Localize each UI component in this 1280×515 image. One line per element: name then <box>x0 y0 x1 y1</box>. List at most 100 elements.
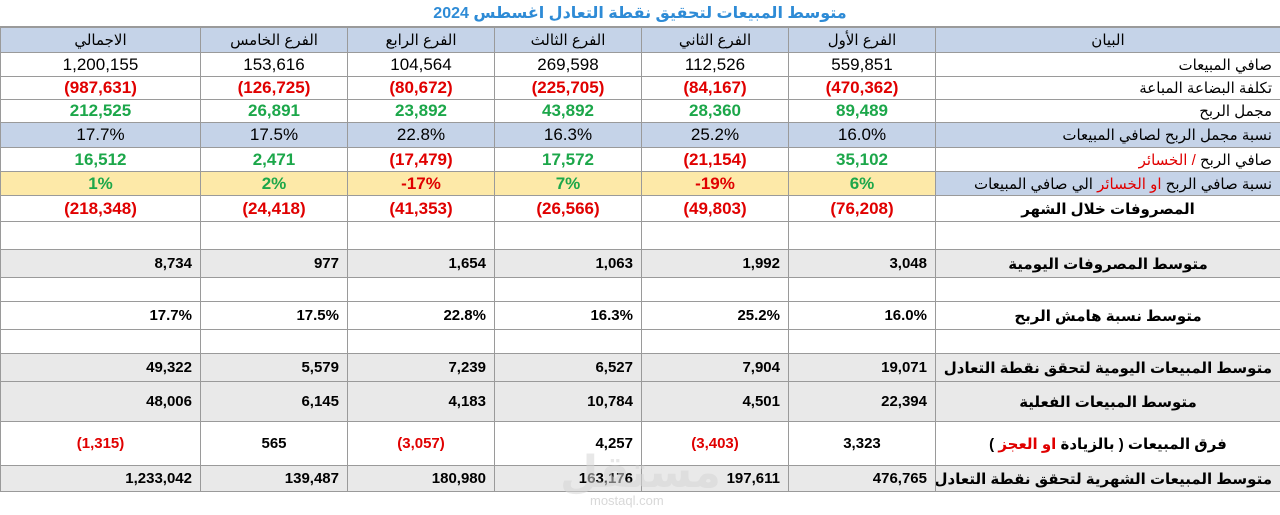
cell-total[interactable]: 212,525 <box>0 99 201 123</box>
cell-total[interactable]: 8,734 <box>0 249 201 278</box>
cell-total[interactable]: (987,631) <box>0 76 201 100</box>
cell-branch-1[interactable]: 3,323 <box>788 421 936 466</box>
cell-branch-5[interactable]: 565 <box>200 421 348 466</box>
cell-branch-3[interactable]: 6,527 <box>494 353 642 382</box>
cell-branch-1[interactable]: 22,394 <box>788 381 936 422</box>
label-part: صافي الربح <box>1199 151 1272 169</box>
cell-branch-2[interactable]: (21,154) <box>641 147 789 172</box>
cell-total[interactable]: 1,200,155 <box>0 52 201 77</box>
cell-branch-4[interactable]: (41,353) <box>347 195 495 222</box>
cell-branch-5[interactable]: 153,616 <box>200 52 348 77</box>
cell-branch-3[interactable]: 16.3% <box>494 301 642 330</box>
cell-branch-2[interactable]: 112,526 <box>641 52 789 77</box>
cell-total[interactable]: 1% <box>0 171 201 196</box>
cell-branch-4[interactable]: (80,672) <box>347 76 495 100</box>
cell-branch-4[interactable]: 22.8% <box>347 122 495 148</box>
cell-branch-2[interactable]: 4,501 <box>641 381 789 422</box>
row-label[interactable]: متوسط المصروفات اليومية <box>935 249 1280 278</box>
cell-branch-3[interactable]: 43,892 <box>494 99 642 123</box>
cell-branch-2[interactable]: 7,904 <box>641 353 789 382</box>
cell-branch-1[interactable]: 16.0% <box>788 301 936 330</box>
cell-branch-1[interactable]: 3,048 <box>788 249 936 278</box>
cell-branch-1[interactable]: 6% <box>788 171 936 196</box>
cell-branch-3[interactable]: (225,705) <box>494 76 642 100</box>
cell-branch-5[interactable]: 6,145 <box>200 381 348 422</box>
cell-branch-1[interactable]: 476,765 <box>788 465 936 492</box>
cell-branch-5[interactable]: 26,891 <box>200 99 348 123</box>
cell-total[interactable]: 16,512 <box>0 147 201 172</box>
cell-branch-5[interactable]: (126,725) <box>200 76 348 100</box>
cell-branch-3[interactable]: 163,176 <box>494 465 642 492</box>
cell-branch-3[interactable]: 7% <box>494 171 642 196</box>
cell-branch-4[interactable]: 4,183 <box>347 381 495 422</box>
cell-branch-3[interactable]: (26,566) <box>494 195 642 222</box>
cell-branch-5[interactable]: (24,418) <box>200 195 348 222</box>
cell-total[interactable]: 17.7% <box>0 301 201 330</box>
cell-total[interactable]: (1,315) <box>0 421 201 466</box>
row-label[interactable]: متوسط المبيعات الشهرية لتحقق نقطة التعاد… <box>935 465 1280 492</box>
row-label[interactable]: متوسط نسبة هامش الربح <box>935 301 1280 330</box>
cell-total[interactable]: 1,233,042 <box>0 465 201 492</box>
cell-branch-4[interactable]: 22.8% <box>347 301 495 330</box>
cell-branch-4[interactable]: (3,057) <box>347 421 495 466</box>
cell-branch-1[interactable]: 559,851 <box>788 52 936 77</box>
row-label[interactable]: نسبة صافي الربح او الخسائر الي صافي المب… <box>935 171 1280 196</box>
cell-branch-3[interactable]: 1,063 <box>494 249 642 278</box>
row-label[interactable]: مجمل الربح <box>935 99 1280 123</box>
cell-branch-1[interactable]: 89,489 <box>788 99 936 123</box>
cell-branch-1[interactable]: (76,208) <box>788 195 936 222</box>
cell-branch-2[interactable]: 28,360 <box>641 99 789 123</box>
cell-branch-4[interactable]: 104,564 <box>347 52 495 77</box>
row-label[interactable]: صافي المبيعات <box>935 52 1280 77</box>
label-separator: / <box>1187 151 1200 169</box>
cell-branch-5[interactable]: 2% <box>200 171 348 196</box>
cell-branch-4[interactable]: 7,239 <box>347 353 495 382</box>
row-label[interactable]: تكلفة البضاعة المباعة <box>935 76 1280 100</box>
cell-branch-5[interactable]: 17.5% <box>200 301 348 330</box>
cell-branch-2[interactable]: (49,803) <box>641 195 789 222</box>
row-label[interactable]: متوسط المبيعات الفعلية <box>935 381 1280 422</box>
header-branch-2: الفرع الثاني <box>641 27 789 53</box>
cell-branch-5[interactable]: 139,487 <box>200 465 348 492</box>
row-net-sales: 1,200,155 153,616 104,564 269,598 112,52… <box>0 52 1280 77</box>
cell-branch-4[interactable]: 1,654 <box>347 249 495 278</box>
cell-branch-3[interactable]: 17,572 <box>494 147 642 172</box>
cell-branch-4[interactable]: 23,892 <box>347 99 495 123</box>
cell-branch-3[interactable]: 16.3% <box>494 122 642 148</box>
row-label[interactable]: صافي الربح / الخسائر <box>935 147 1280 172</box>
cell-branch-1[interactable]: 16.0% <box>788 122 936 148</box>
cell-branch-1[interactable]: (470,362) <box>788 76 936 100</box>
cell-branch-5[interactable]: 2,471 <box>200 147 348 172</box>
header-branch-5: الفرع الخامس <box>200 27 348 53</box>
page-title: متوسط المبيعات لتحقيق نقطة التعادل اغسطس… <box>0 0 1280 27</box>
row-label[interactable]: نسبة مجمل الربح لصافي المبيعات <box>935 122 1280 148</box>
cell-branch-3[interactable]: 269,598 <box>494 52 642 77</box>
cell-branch-2[interactable]: (84,167) <box>641 76 789 100</box>
cell-branch-5[interactable]: 17.5% <box>200 122 348 148</box>
cell-branch-2[interactable]: 1,992 <box>641 249 789 278</box>
cell-branch-4[interactable]: (17,479) <box>347 147 495 172</box>
cell-total[interactable]: 49,322 <box>0 353 201 382</box>
label-deficit: او العجز <box>998 435 1057 453</box>
cell-total[interactable]: 17.7% <box>0 122 201 148</box>
row-label[interactable]: متوسط المبيعات اليومية لتحقق نقطة التعاد… <box>935 353 1280 382</box>
row-label[interactable]: المصروفات خلال الشهر <box>935 195 1280 222</box>
cell-branch-2[interactable]: 197,611 <box>641 465 789 492</box>
cell-branch-4[interactable]: -17% <box>347 171 495 196</box>
cell-branch-5[interactable]: 977 <box>200 249 348 278</box>
cell-branch-2[interactable]: 25.2% <box>641 301 789 330</box>
cell-branch-3[interactable]: 10,784 <box>494 381 642 422</box>
cell-total[interactable]: 48,006 <box>0 381 201 422</box>
cell-total[interactable]: (218,348) <box>0 195 201 222</box>
cell-branch-5[interactable]: 5,579 <box>200 353 348 382</box>
cell-branch-4[interactable]: 180,980 <box>347 465 495 492</box>
cell-branch-2[interactable]: 25.2% <box>641 122 789 148</box>
cell-branch-1[interactable]: 19,071 <box>788 353 936 382</box>
cell-branch-2[interactable]: -19% <box>641 171 789 196</box>
cell-branch-2[interactable]: (3,403) <box>641 421 789 466</box>
row-avg-daily-expenses: 8,734 977 1,654 1,063 1,992 3,048 متوسط … <box>0 249 1280 278</box>
cell-branch-1[interactable]: 35,102 <box>788 147 936 172</box>
row-label[interactable]: فرق المبيعات ( بالزيادة او العجز ) <box>935 421 1280 466</box>
row-avg-daily-breakeven: 49,322 5,579 7,239 6,527 7,904 19,071 مت… <box>0 353 1280 382</box>
cell-branch-3[interactable]: 4,257 <box>494 421 642 466</box>
